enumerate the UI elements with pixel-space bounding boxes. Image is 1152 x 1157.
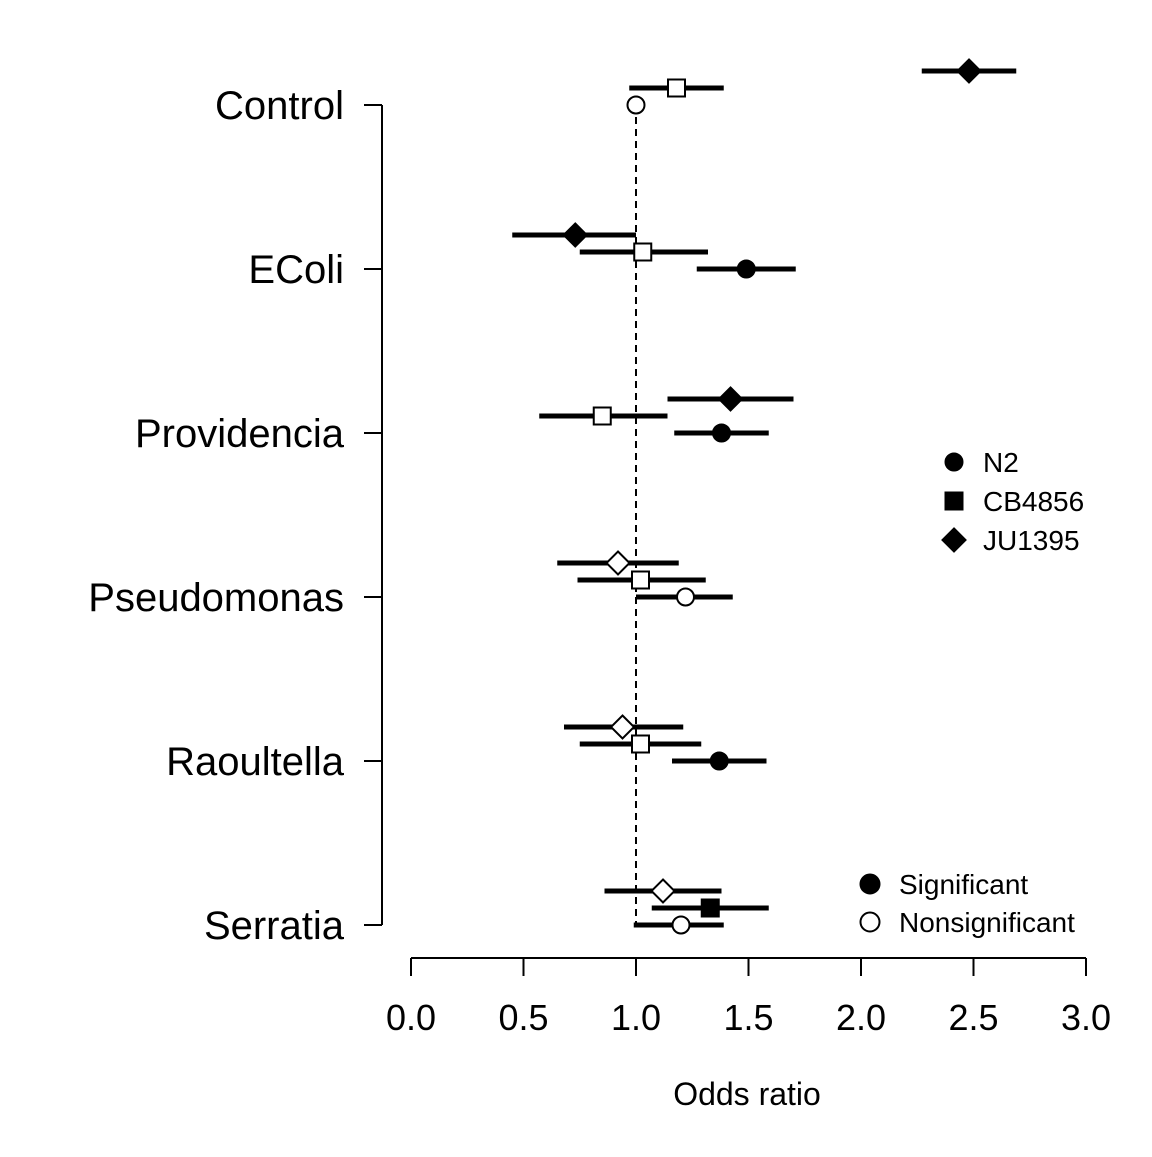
legend-marker-nonsignificant bbox=[859, 911, 881, 933]
marks-group bbox=[512, 58, 1017, 935]
point-ju1395-control bbox=[956, 58, 982, 84]
legend-label-nonsignificant: Nonsignificant bbox=[899, 907, 1075, 938]
legend-marker-n2 bbox=[944, 452, 964, 472]
legend-marker-significant bbox=[859, 873, 881, 895]
x-tick-label: 2.0 bbox=[836, 997, 886, 1038]
category-label-raoultella: Raoultella bbox=[166, 740, 345, 784]
x-tick-label: 0.5 bbox=[498, 997, 548, 1038]
point-n2-pseudomonas bbox=[676, 587, 695, 607]
legend-label-significant: Significant bbox=[899, 869, 1028, 900]
x-axis-title: Odds ratio bbox=[673, 1076, 821, 1112]
category-label-ecoli: EColi bbox=[248, 248, 344, 292]
point-cb4856-providencia bbox=[592, 406, 612, 426]
category-label-control: Control bbox=[215, 84, 344, 128]
legend-label-cb4856: CB4856 bbox=[983, 486, 1084, 517]
point-ju1395-pseudomonas bbox=[605, 550, 631, 576]
legend-marker-ju1395 bbox=[941, 527, 967, 553]
legend-label-ju1395: JU1395 bbox=[983, 525, 1080, 556]
x-tick-label: 2.5 bbox=[948, 997, 998, 1038]
x-tick-label: 0.0 bbox=[386, 997, 436, 1038]
point-cb4856-serratia bbox=[700, 898, 720, 918]
point-ju1395-providencia bbox=[717, 386, 744, 412]
significance-legend: Significant Nonsignificant bbox=[859, 869, 1075, 938]
x-tick-label: 1.5 bbox=[723, 997, 773, 1038]
point-cb4856-raoultella bbox=[631, 734, 650, 754]
point-n2-raoultella bbox=[709, 751, 729, 771]
category-label-serratia: Serratia bbox=[204, 904, 345, 948]
point-n2-ecoli bbox=[736, 259, 756, 279]
point-cb4856-ecoli bbox=[633, 242, 653, 262]
point-ju1395-ecoli bbox=[562, 222, 589, 248]
point-ju1395-serratia bbox=[650, 878, 676, 904]
legend-label-n2: N2 bbox=[983, 447, 1019, 478]
x-tick-label: 1.0 bbox=[611, 997, 661, 1038]
category-label-providencia: Providencia bbox=[135, 412, 345, 456]
point-n2-control bbox=[626, 95, 646, 115]
axes-group: Control EColi Providencia Pseudomonas Raoult… bbox=[88, 84, 1111, 1038]
legend-marker-cb4856 bbox=[944, 491, 964, 511]
point-ju1395-raoultella bbox=[609, 714, 636, 740]
point-n2-providencia bbox=[712, 423, 731, 443]
point-cb4856-control bbox=[667, 78, 686, 98]
point-n2-serratia bbox=[671, 915, 691, 935]
strain-legend: N2 CB4856 JU1395 bbox=[941, 447, 1084, 556]
x-tick-label: 3.0 bbox=[1061, 997, 1111, 1038]
category-label-pseudomonas: Pseudomonas bbox=[88, 576, 344, 620]
point-cb4856-pseudomonas bbox=[631, 570, 650, 590]
